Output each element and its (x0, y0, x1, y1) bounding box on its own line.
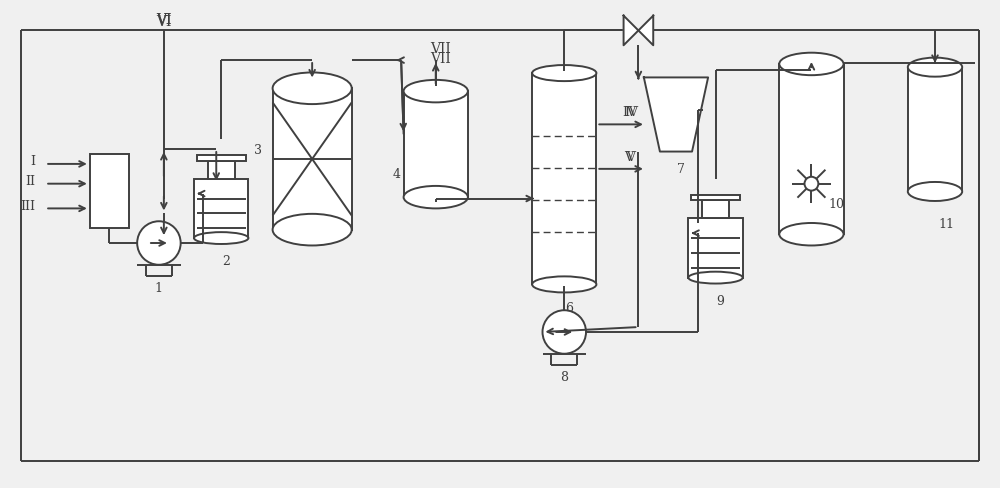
Text: VII: VII (430, 42, 451, 56)
Text: II: II (25, 175, 35, 188)
Polygon shape (638, 17, 653, 46)
Ellipse shape (532, 66, 596, 82)
Text: VII: VII (430, 52, 451, 66)
Text: 8: 8 (560, 370, 568, 383)
Bar (90, 155, 129, 229)
Bar (702, 201, 729, 219)
Text: V: V (626, 150, 635, 163)
Ellipse shape (273, 73, 352, 105)
Text: 6: 6 (565, 301, 573, 314)
Bar (779, 65, 844, 235)
Bar (691, 195, 740, 201)
Circle shape (137, 222, 181, 265)
Text: 7: 7 (677, 163, 685, 176)
Ellipse shape (404, 81, 468, 103)
Text: 10: 10 (828, 198, 844, 210)
Ellipse shape (908, 59, 962, 78)
Text: III: III (20, 200, 35, 212)
Bar (194, 180, 248, 239)
Ellipse shape (194, 233, 248, 244)
Text: 9: 9 (717, 294, 724, 307)
Polygon shape (624, 17, 638, 46)
Text: 11: 11 (939, 217, 955, 230)
Ellipse shape (688, 272, 743, 284)
Text: VI: VI (156, 15, 172, 28)
Ellipse shape (779, 54, 844, 76)
Ellipse shape (532, 277, 596, 293)
Ellipse shape (404, 186, 468, 209)
Bar (688, 219, 743, 278)
Bar (273, 89, 352, 230)
Bar (908, 68, 962, 192)
Text: I: I (30, 155, 35, 168)
Ellipse shape (779, 224, 844, 246)
Ellipse shape (908, 183, 962, 202)
Text: 3: 3 (254, 143, 262, 156)
Text: IV: IV (624, 106, 638, 119)
Ellipse shape (273, 214, 352, 246)
Circle shape (543, 310, 586, 354)
Text: VI: VI (156, 13, 172, 26)
Bar (208, 162, 235, 180)
Polygon shape (644, 78, 708, 152)
Bar (532, 74, 596, 285)
Text: VI: VI (156, 13, 172, 26)
Text: IV: IV (622, 106, 636, 119)
Bar (197, 156, 246, 162)
Text: 4: 4 (392, 168, 400, 181)
Text: V: V (625, 150, 634, 163)
Text: 2: 2 (222, 255, 230, 268)
Bar (404, 92, 468, 198)
Text: 1: 1 (155, 282, 163, 294)
Circle shape (805, 178, 818, 191)
